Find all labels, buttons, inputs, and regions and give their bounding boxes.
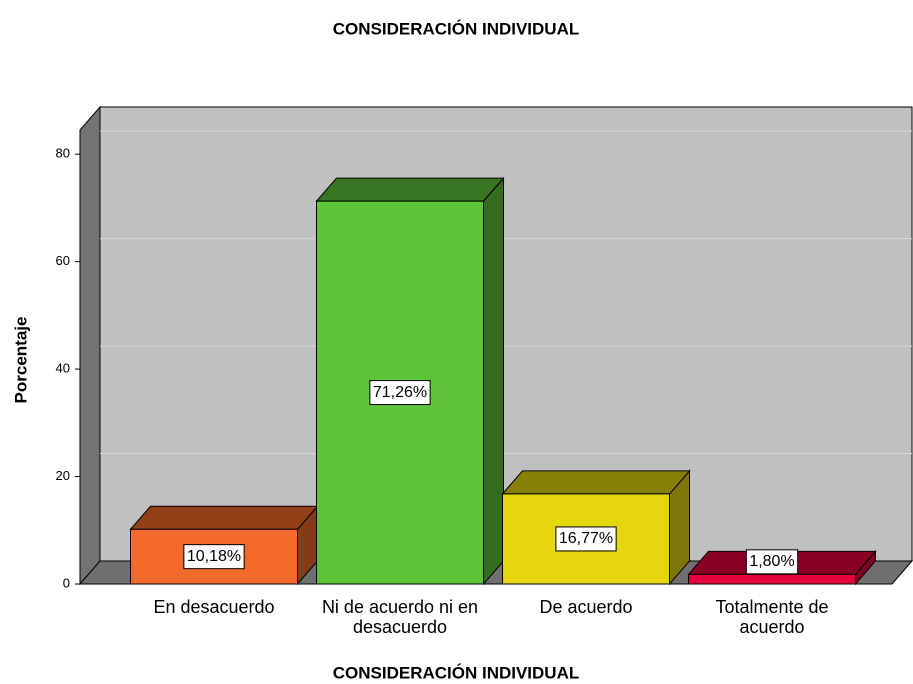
value-label-box — [745, 549, 799, 575]
value-label-box — [183, 544, 245, 570]
value-label-box — [555, 526, 617, 552]
y-tick-label: 40 — [56, 361, 70, 376]
y-tick-label: 0 — [63, 575, 70, 590]
x-tick-label: En desacuerdo — [153, 597, 275, 617]
bar — [316, 200, 484, 585]
y-axis-label: Porcentaje — [11, 317, 30, 404]
x-tick-label: Ni de acuerdo ni en desacuerdo — [321, 597, 479, 637]
x-tick-label: Totalmente de acuerdo — [715, 597, 829, 637]
value-label: 1,80% — [749, 553, 794, 570]
left-wall — [79, 105, 101, 586]
bar-top — [129, 505, 319, 530]
bar-side — [483, 176, 504, 586]
bar — [688, 573, 856, 585]
value-label: 10,18% — [187, 548, 241, 565]
value-label: 16,77% — [559, 530, 613, 547]
x-axis-label: CONSIDERACIÓN INDIVIDUAL — [333, 663, 580, 682]
bar-top — [501, 470, 691, 495]
x-tick-label: De acuerdo — [539, 597, 633, 617]
y-tick-label: 20 — [56, 468, 70, 483]
bar-top — [315, 177, 505, 202]
y-tick-label: 80 — [56, 146, 70, 161]
value-label: 71,26% — [373, 384, 427, 401]
value-label-box — [369, 380, 431, 406]
y-tick-label: 60 — [56, 253, 70, 268]
chart-title: CONSIDERACIÓN INDIVIDUAL — [333, 19, 580, 38]
